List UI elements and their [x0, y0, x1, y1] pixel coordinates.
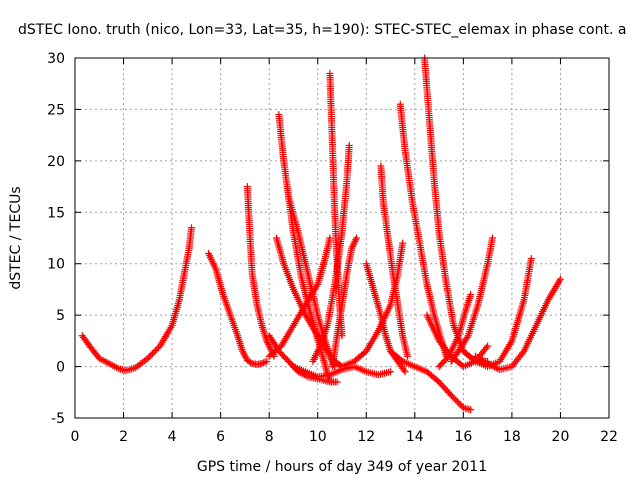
data-point-mark: [400, 366, 408, 374]
x-tick-label: 18: [503, 429, 521, 445]
x-tick-label: 16: [454, 429, 472, 445]
y-tick-label: 5: [56, 308, 65, 324]
data-point-mark: [404, 352, 412, 360]
data-point-mark: [456, 401, 464, 409]
plot-frame: [74, 57, 610, 419]
data-series: [338, 239, 407, 371]
data-point-mark: [188, 224, 196, 232]
data-series: [205, 249, 271, 369]
data-point-mark: [450, 394, 458, 402]
x-tick-label: 0: [71, 429, 80, 445]
y-tick-label: -5: [51, 411, 65, 427]
data-point-mark: [484, 342, 492, 350]
data-series: [243, 183, 278, 360]
x-tick-label: 10: [309, 429, 327, 445]
data-point-mark: [144, 354, 152, 362]
data-point-mark: [265, 342, 273, 350]
data-point-mark: [449, 393, 457, 401]
x-tick-label: 12: [357, 429, 375, 445]
x-tick-labels: 0 2 4 6 8 10 12 14 16 18 20 22: [71, 429, 618, 445]
data-series: [328, 234, 361, 371]
data-point-mark: [147, 351, 155, 359]
data-point-mark: [348, 244, 356, 252]
chart-title: dSTEC Iono. truth (nico, Lon=33, Lat=35,…: [18, 22, 626, 38]
data-point-mark: [455, 399, 463, 407]
data-point-mark: [527, 255, 535, 263]
data-series: [326, 69, 346, 340]
data-point-mark: [258, 359, 266, 367]
y-tick-label: 20: [47, 154, 65, 170]
data-series: [285, 193, 339, 371]
data-point-mark: [387, 368, 395, 376]
data-point-mark: [263, 357, 271, 365]
y-tick-label: 25: [47, 102, 65, 118]
data-point-mark: [556, 275, 564, 283]
data-point-mark: [349, 241, 357, 249]
data-point-mark: [453, 398, 461, 406]
data-points: [78, 54, 564, 414]
data-point-mark: [333, 378, 341, 386]
y-tick-labels: -5 0 5 10 15 20 25 30: [47, 51, 65, 427]
y-tick-label: 30: [47, 51, 65, 67]
data-series: [78, 224, 196, 375]
x-tick-label: 14: [406, 429, 424, 445]
data-point-mark: [519, 349, 527, 357]
x-tick-label: 6: [216, 429, 225, 445]
data-point-mark: [148, 350, 156, 358]
x-tick-label: 2: [119, 429, 128, 445]
data-series: [309, 141, 353, 365]
data-point-mark: [351, 237, 359, 245]
x-tick-label: 20: [552, 429, 570, 445]
x-tick-label: 22: [600, 429, 618, 445]
data-series: [289, 363, 395, 381]
data-series: [387, 347, 475, 414]
data-point-mark: [151, 347, 159, 355]
x-axis-title: GPS time / hours of day 349 of year 2011: [197, 459, 487, 475]
data-point-mark: [467, 291, 475, 299]
data-point-mark: [353, 234, 361, 242]
data-point-mark: [397, 356, 405, 364]
data-point-mark: [399, 239, 407, 247]
data-point-mark: [153, 345, 161, 353]
data-point-mark: [261, 358, 269, 366]
data-point-mark: [452, 396, 460, 404]
data-point-mark: [447, 391, 455, 399]
data-point-mark: [266, 344, 274, 352]
data-series: [265, 234, 334, 360]
data-point-mark: [482, 344, 490, 352]
data-series: [421, 54, 492, 365]
data-point-mark: [247, 358, 255, 366]
data-point-mark: [145, 353, 153, 361]
data-point-mark: [488, 234, 496, 242]
data-point-mark: [264, 339, 272, 347]
data-point-mark: [401, 368, 409, 376]
y-tick-label: 15: [47, 205, 65, 221]
x-tick-label: 8: [265, 429, 274, 445]
y-tick-label: 0: [56, 360, 65, 376]
data-series: [435, 291, 475, 371]
data-point-mark: [350, 239, 358, 247]
data-series: [362, 260, 409, 376]
data-point-mark: [352, 236, 360, 244]
data-series: [472, 275, 564, 374]
data-point-mark: [264, 340, 272, 348]
data-series: [377, 162, 412, 360]
data-point-mark: [260, 359, 268, 367]
data-series: [447, 234, 496, 365]
data-point-mark: [463, 333, 471, 341]
x-tick-label: 4: [168, 429, 177, 445]
data-point-mark: [150, 348, 158, 356]
y-tick-label: 10: [47, 257, 65, 273]
y-axis-title: dSTEC / TECUs: [8, 186, 24, 289]
data-point-mark: [326, 234, 334, 242]
data-point-mark: [349, 243, 357, 251]
data-point-mark: [467, 406, 475, 414]
data-point-mark: [345, 141, 353, 149]
